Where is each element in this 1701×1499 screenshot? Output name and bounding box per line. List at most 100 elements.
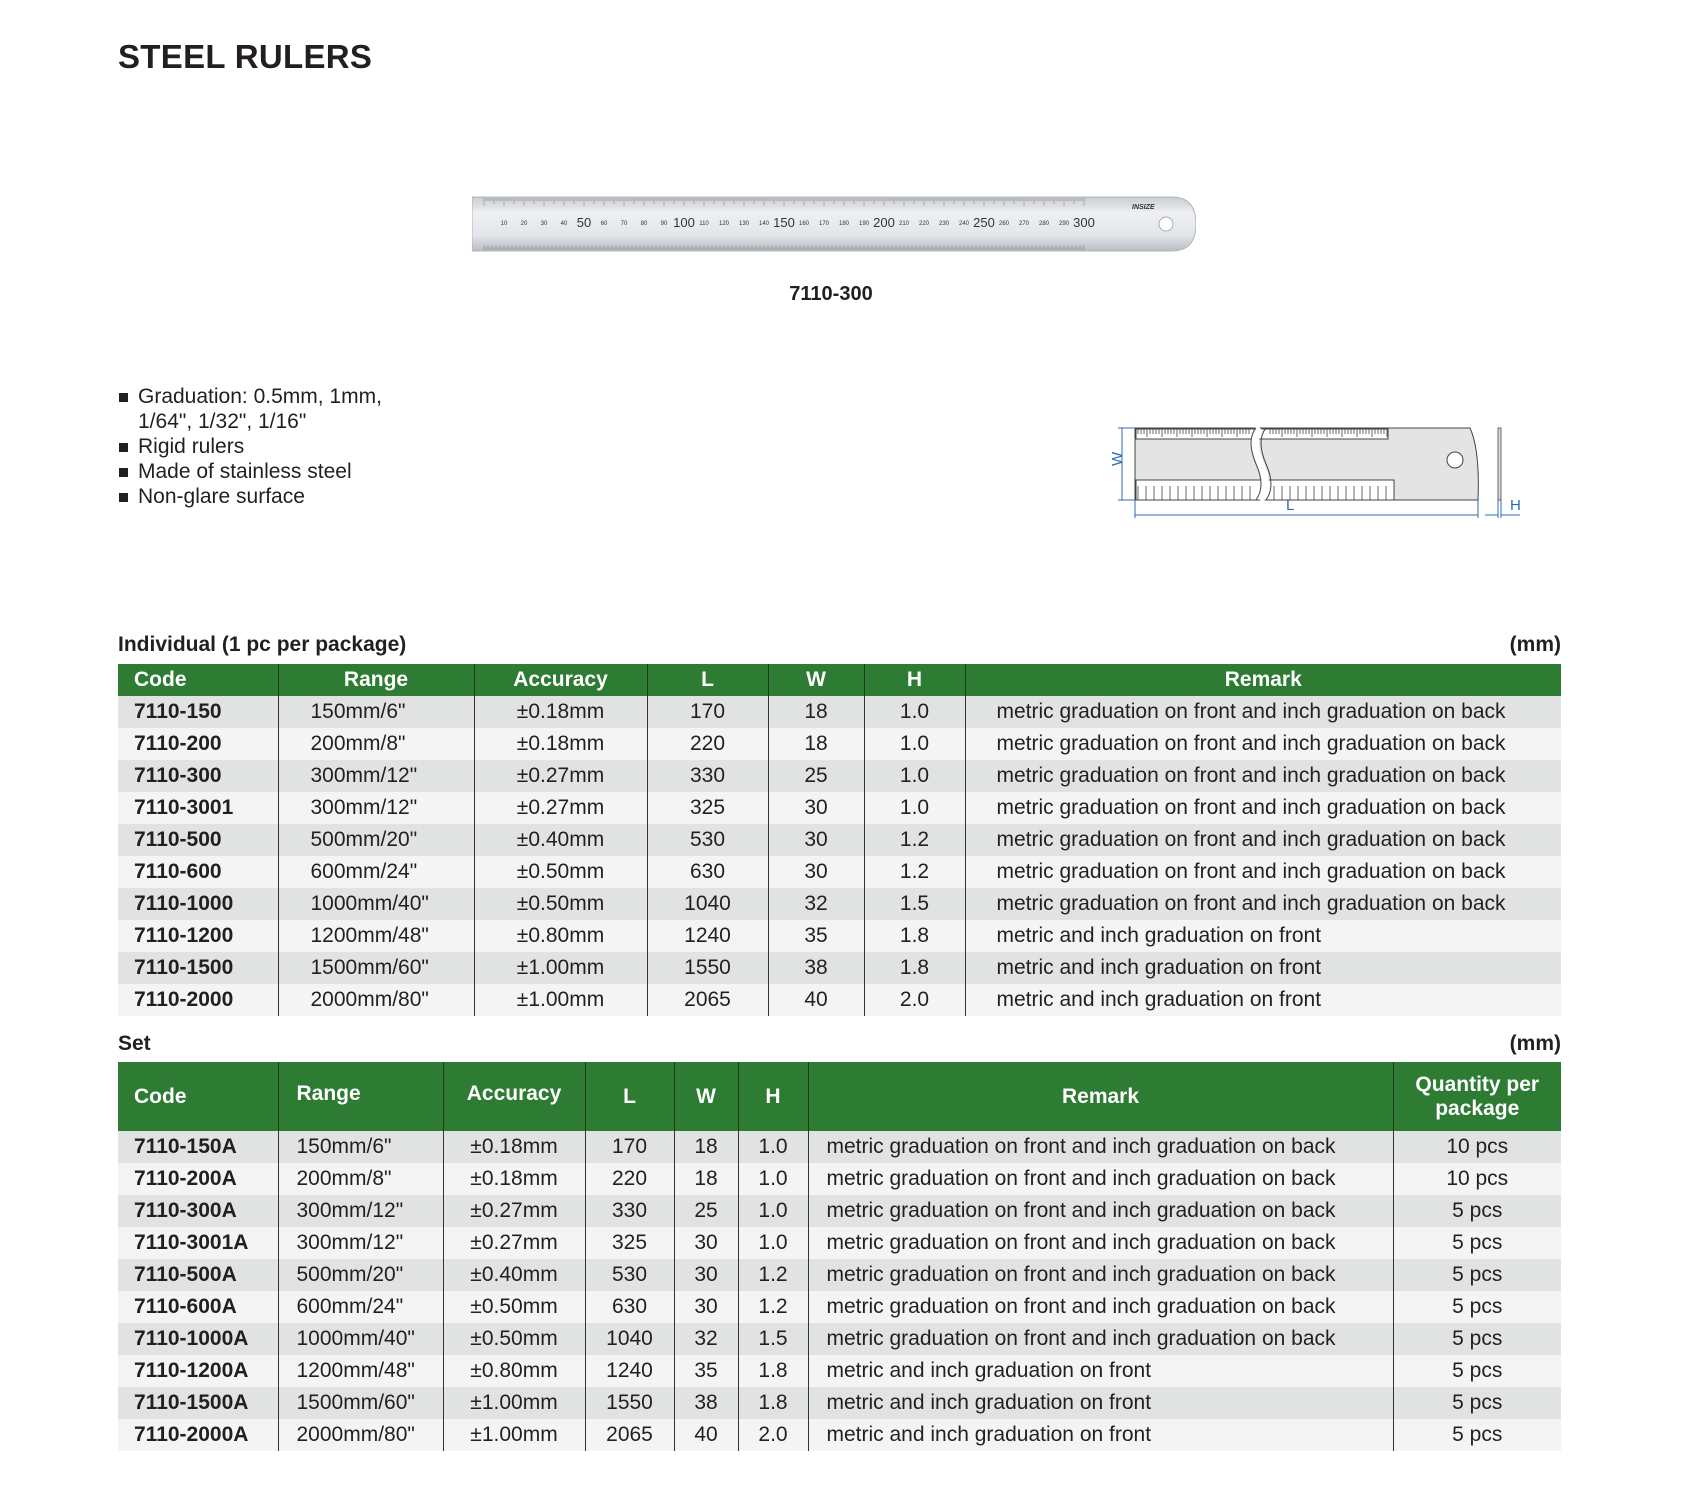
table-cell: 7110-1500A	[118, 1387, 278, 1419]
table-cell: 1.8	[737, 1355, 808, 1387]
ruler-scale-label: 50	[577, 215, 591, 230]
table-cell: 40	[767, 984, 864, 1016]
table-cell: ±0.27mm	[442, 1227, 585, 1259]
table-row: 7110-600A 600mm/24" ±0.50mm 630 30 1.2 metric …	[118, 1291, 1561, 1323]
table-cell: ±0.50mm	[442, 1323, 585, 1355]
table-cell: 7110-3001	[118, 792, 278, 824]
table-row: 7110-300 300mm/12" ±0.27mm 330 25 1.0 metric g…	[118, 760, 1561, 792]
ruler-scale-label: 90	[661, 221, 668, 227]
ruler-scale-label: 140	[759, 221, 770, 227]
table-cell: 170	[584, 1131, 674, 1163]
table-row: 7110-200A 200mm/8" ±0.18mm 220 18 1.0 metric g…	[118, 1163, 1561, 1195]
table-cell: 630	[584, 1291, 674, 1323]
table-cell: 2.0	[863, 984, 965, 1016]
l-label: L	[1286, 497, 1294, 514]
ruler-scale-label: 120	[719, 221, 730, 227]
table-cell: metric graduation on front and inch grad…	[807, 1227, 1393, 1259]
table-cell: 30	[673, 1227, 738, 1259]
table-cell: 300mm/12"	[277, 760, 474, 792]
table-row: 7110-1500A 1500mm/60" ±1.00mm 1550 38 1.8 metr…	[118, 1387, 1561, 1419]
table-cell: 1550	[584, 1387, 674, 1419]
table-row: 7110-1200 1200mm/48" ±0.80mm 1240 35 1.8 metri…	[118, 920, 1561, 952]
ruler-scale-label: 190	[859, 221, 870, 227]
table-row: 7110-3001A 300mm/12" ±0.27mm 325 30 1.0 metric…	[118, 1227, 1561, 1259]
table-cell: ±1.00mm	[442, 1387, 585, 1419]
bullet-icon	[119, 443, 128, 452]
table-cell: ±0.18mm	[473, 728, 647, 760]
table-cell: metric graduation on front and inch grad…	[964, 728, 1561, 760]
table-cell: 220	[584, 1163, 674, 1195]
column-header: Range	[277, 664, 474, 696]
table-cell: 1.0	[863, 728, 965, 760]
table-cell: 1240	[584, 1355, 674, 1387]
table-cell: 10 pcs	[1392, 1131, 1561, 1163]
table-cell: metric and inch graduation on front	[964, 984, 1561, 1016]
ruler-scale-label: 150	[773, 215, 795, 230]
table-cell: 30	[767, 856, 864, 888]
table-cell: 530	[646, 824, 768, 856]
table-cell: 5 pcs	[1392, 1387, 1561, 1419]
table-cell: 7110-600A	[118, 1291, 278, 1323]
ruler-scale-label: 220	[919, 221, 930, 227]
table-cell: 30	[767, 824, 864, 856]
table-cell: 25	[673, 1195, 738, 1227]
table-cell: ±0.27mm	[473, 760, 647, 792]
table-cell: 7110-150	[118, 696, 278, 728]
table-cell: 1550	[646, 952, 768, 984]
table-cell: 40	[673, 1419, 738, 1451]
table-cell: 1.8	[737, 1387, 808, 1419]
table-cell: metric graduation on front and inch grad…	[807, 1163, 1393, 1195]
table-cell: 7110-1200A	[118, 1355, 278, 1387]
table-cell: 600mm/24"	[277, 1291, 443, 1323]
table-cell: 5 pcs	[1392, 1419, 1561, 1451]
table-cell: metric graduation on front and inch grad…	[807, 1131, 1393, 1163]
table-cell: 18	[673, 1131, 738, 1163]
table-cell: 300mm/12"	[277, 1195, 443, 1227]
ruler-scale-label: 160	[799, 221, 810, 227]
table-cell: 7110-200A	[118, 1163, 278, 1195]
table-cell: 200mm/8"	[277, 728, 474, 760]
ruler-scale-label: 280	[1039, 221, 1050, 227]
table-cell: 1.8	[863, 952, 965, 984]
table-cell: 1040	[646, 888, 768, 920]
table-cell: 1000mm/40"	[277, 888, 474, 920]
table-cell: 330	[584, 1195, 674, 1227]
ruler-scale-label: 10	[501, 221, 508, 227]
table-cell: 2065	[646, 984, 768, 1016]
table-cell: 1.0	[737, 1163, 808, 1195]
table-cell: metric graduation on front and inch grad…	[964, 856, 1561, 888]
table-cell: 25	[767, 760, 864, 792]
table-row: 7110-200 200mm/8" ±0.18mm 220 18 1.0 metric gr…	[118, 728, 1561, 760]
table-cell: 7110-500A	[118, 1259, 278, 1291]
table-row: 7110-600 600mm/24" ±0.50mm 630 30 1.2 metric g…	[118, 856, 1561, 888]
table-cell: ±0.50mm	[442, 1291, 585, 1323]
ruler-scale-label: 20	[521, 221, 528, 227]
table-cell: ±0.50mm	[473, 856, 647, 888]
table-cell: metric and inch graduation on front	[964, 952, 1561, 984]
table-cell: metric graduation on front and inch grad…	[807, 1323, 1393, 1355]
column-header: W	[673, 1062, 738, 1131]
table-row: 7110-500A 500mm/20" ±0.40mm 530 30 1.2 metric …	[118, 1259, 1561, 1291]
table-cell: metric graduation on front and inch grad…	[964, 696, 1561, 728]
table-cell: 5 pcs	[1392, 1355, 1561, 1387]
table-cell: 7110-1000A	[118, 1323, 278, 1355]
table-cell: 630	[646, 856, 768, 888]
table-cell: 30	[673, 1259, 738, 1291]
table-cell: metric and inch graduation on front	[807, 1355, 1393, 1387]
column-header: Code	[118, 1062, 278, 1131]
table-cell: 18	[767, 696, 864, 728]
h-label: H	[1510, 497, 1521, 514]
table-row: 7110-1000A 1000mm/40" ±0.50mm 1040 32 1.5 metr…	[118, 1323, 1561, 1355]
column-header: Code	[118, 664, 278, 696]
column-header: H	[863, 664, 965, 696]
table-cell: 200mm/8"	[277, 1163, 443, 1195]
table-cell: 150mm/6"	[277, 696, 474, 728]
table-cell: 2.0	[737, 1419, 808, 1451]
table-cell: 7110-2000	[118, 984, 278, 1016]
steel-ruler-image: 10 20 30 40 50 60 70 80 90 100 110 120 130 140 150 160 1…	[472, 196, 1196, 252]
table-cell: 10 pcs	[1392, 1163, 1561, 1195]
table-row: 7110-1200A 1200mm/48" ±0.80mm 1240 35 1.8 metr…	[118, 1355, 1561, 1387]
table-row: 7110-1000 1000mm/40" ±0.50mm 1040 32 1.5 metri…	[118, 888, 1561, 920]
table-cell: 7110-1200	[118, 920, 278, 952]
table-cell: 1040	[584, 1323, 674, 1355]
